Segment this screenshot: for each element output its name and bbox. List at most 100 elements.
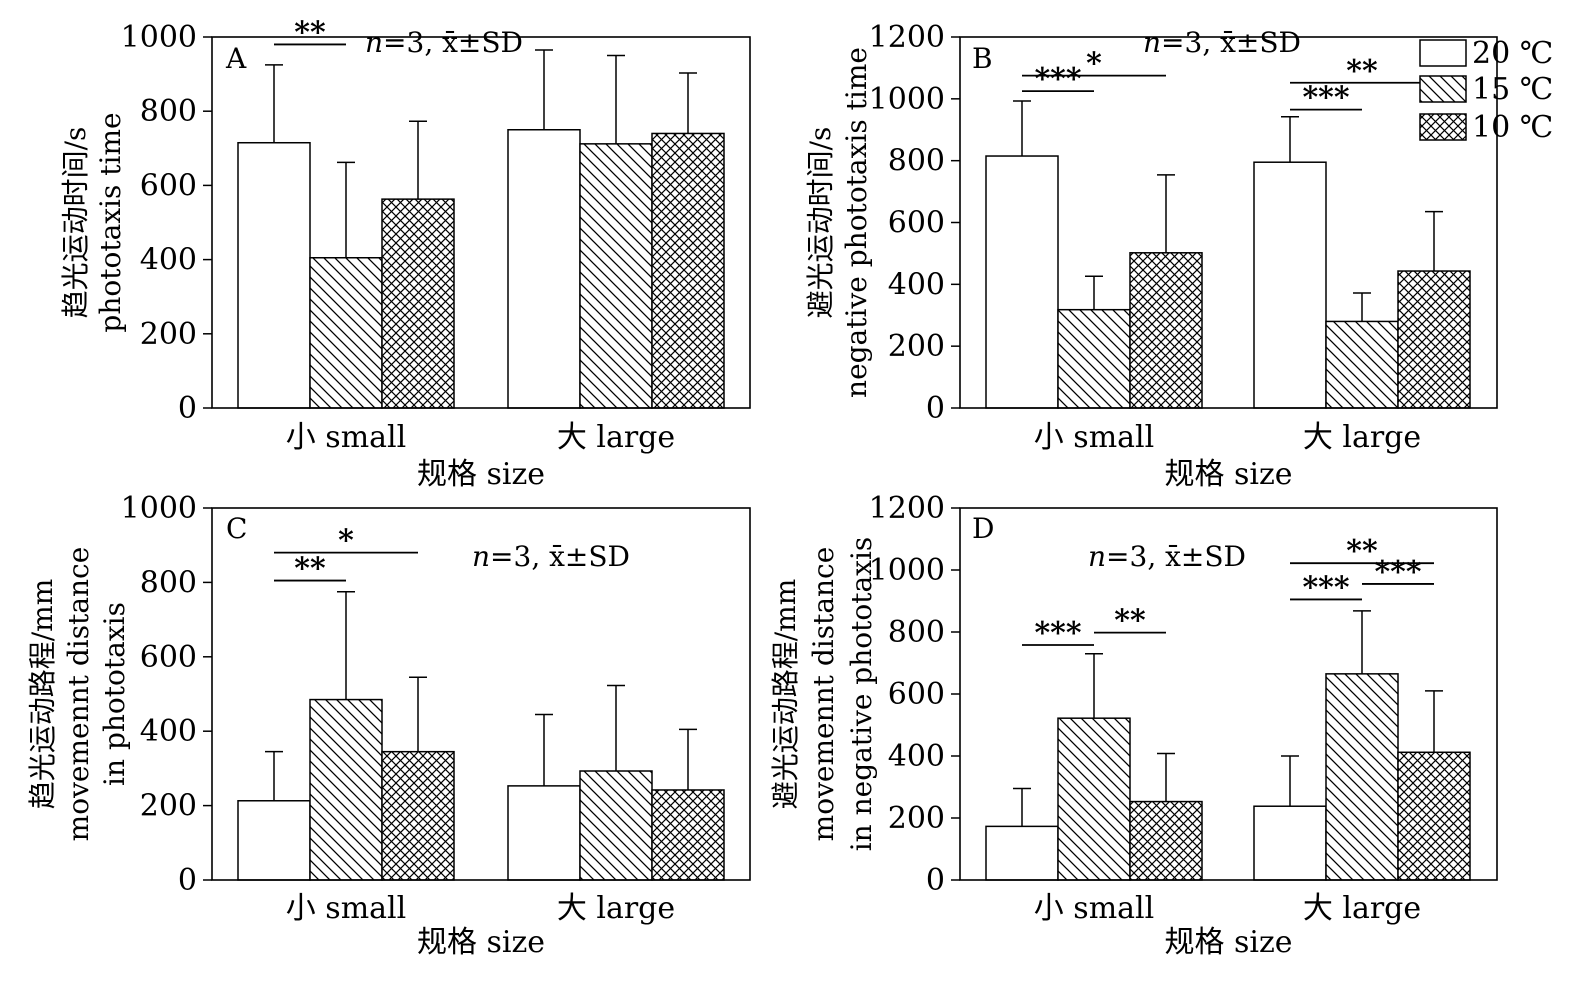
y-tick-label-A-800: 800: [140, 94, 197, 129]
significance-label-D-1: **: [1114, 604, 1146, 639]
significance-label-D-4: **: [1346, 534, 1378, 569]
x-axis-label-D: 规格 size: [1164, 925, 1292, 960]
bar-B-0-10: [1129, 252, 1203, 409]
bar-C-0-10: [381, 750, 455, 881]
stat-note-A: n=3, x̄±SD: [365, 26, 523, 59]
category-label-D-0: 小 small: [1034, 891, 1154, 926]
y-axis-label-D-0: 避光运动路程/mm: [769, 579, 802, 810]
y-tick-label-D-1200: 1200: [869, 491, 945, 526]
legend-label-15: 15 ℃: [1472, 72, 1553, 107]
y-tick-label-C-800: 800: [140, 565, 197, 600]
legend-item-15: 15 ℃: [1419, 72, 1553, 107]
bar-D-0-15: [1057, 717, 1131, 881]
bar-D-1-20: [1253, 805, 1327, 881]
panel-label-B: B: [972, 42, 993, 75]
y-axis-label-C-1: movemennt distance: [62, 547, 95, 842]
y-tick-label-B-1200: 1200: [869, 20, 945, 55]
significance-label-D-0: ***: [1034, 616, 1081, 651]
y-axis-label-A-1: phototaxis time: [94, 112, 127, 332]
y-tick-label-C-600: 600: [140, 640, 197, 675]
x-axis-label-A: 规格 size: [417, 457, 545, 492]
chart-panel-C: 0 200 400 600 800 1000 小 small 大 large 规格 size 趋光…: [26, 491, 751, 960]
y-tick-label-A-0: 0: [178, 391, 197, 426]
bar-A-1-15: [579, 143, 653, 409]
category-label-A-1: 大 large: [557, 420, 675, 455]
legend: 20 ℃ 15 ℃ 10 ℃: [1419, 36, 1553, 145]
y-tick-label-B-200: 200: [888, 329, 945, 364]
bar-D-1-10: [1397, 751, 1471, 881]
bar-A-1-20: [507, 129, 581, 409]
y-axis-label-D-1: movemennt distance: [807, 547, 840, 842]
bar-C-1-10: [651, 789, 725, 881]
chart-panel-A: 0 200 400 600 800 1000 小 small 大 large 规格 size 趋光…: [59, 15, 751, 492]
bar-B-1-10: [1397, 270, 1471, 409]
significance-label-D-2: ***: [1302, 570, 1349, 605]
y-tick-label-C-200: 200: [140, 789, 197, 824]
category-label-A-0: 小 small: [286, 420, 406, 455]
panel-label-D: D: [972, 512, 994, 545]
significance-label-B-2: ***: [1302, 81, 1349, 116]
y-tick-label-A-600: 600: [140, 168, 197, 203]
y-tick-label-D-400: 400: [888, 739, 945, 774]
y-tick-label-D-800: 800: [888, 615, 945, 650]
significance-label-C-0: **: [294, 552, 326, 587]
legend-item-10: 10 ℃: [1419, 110, 1553, 145]
significance-label-A-0: **: [294, 15, 326, 50]
category-label-C-0: 小 small: [286, 891, 406, 926]
y-tick-label-A-1000: 1000: [121, 20, 197, 55]
y-tick-label-B-0: 0: [926, 391, 945, 426]
y-tick-label-C-400: 400: [140, 714, 197, 749]
bar-D-0-10: [1129, 800, 1203, 881]
y-tick-label-A-400: 400: [140, 243, 197, 278]
legend-swatch-15: [1419, 75, 1467, 103]
stat-note-B: n=3, x̄±SD: [1143, 26, 1301, 59]
panel-label-A: A: [225, 42, 247, 75]
y-tick-label-B-600: 600: [888, 206, 945, 241]
stat-note-C: n=3, x̄±SD: [472, 540, 630, 573]
y-tick-label-C-0: 0: [178, 863, 197, 898]
plot-frame-C: [211, 507, 751, 881]
panel-label-C: C: [226, 512, 247, 545]
stat-note-D: n=3, x̄±SD: [1088, 540, 1246, 573]
category-label-B-0: 小 small: [1034, 420, 1154, 455]
y-tick-label-A-200: 200: [140, 317, 197, 352]
y-tick-label-D-1000: 1000: [869, 553, 945, 588]
legend-swatch-10: [1419, 113, 1467, 141]
bar-B-1-15: [1325, 320, 1399, 409]
y-tick-label-C-1000: 1000: [121, 491, 197, 526]
y-axis-label-C-2: in phototaxis: [98, 602, 131, 786]
legend-label-20: 20 ℃: [1472, 36, 1553, 71]
bar-B-0-15: [1057, 308, 1131, 409]
significance-label-B-0: ***: [1034, 62, 1081, 97]
y-tick-label-D-600: 600: [888, 677, 945, 712]
legend-label-10: 10 ℃: [1472, 110, 1553, 145]
bar-A-0-15: [309, 256, 383, 409]
legend-item-20: 20 ℃: [1419, 36, 1553, 71]
y-axis-label-A-0: 趋光运动时间/s: [59, 127, 92, 319]
x-axis-label-C: 规格 size: [417, 925, 545, 960]
bar-A-0-20: [237, 141, 311, 409]
y-axis-label-B-1: negative phototaxis time: [840, 47, 873, 398]
significance-label-B-1: *: [1086, 47, 1102, 82]
chart-panel-B: 0 200 400 600 800 1000 1200 小 small 大 large 规格 si…: [804, 20, 1498, 492]
bar-D-0-20: [985, 825, 1059, 881]
bar-C-1-15: [579, 770, 653, 881]
category-label-B-1: 大 large: [1303, 420, 1421, 455]
bar-A-1-10: [651, 132, 725, 409]
y-axis-label-D-2: in negative phototaxis: [845, 537, 878, 852]
y-tick-label-B-400: 400: [888, 267, 945, 302]
bar-C-0-20: [237, 800, 311, 881]
legend-swatch-20: [1419, 39, 1467, 67]
bar-D-1-15: [1325, 673, 1399, 881]
y-axis-label-B-0: 避光运动时间/s: [804, 127, 837, 319]
category-label-C-1: 大 large: [557, 891, 675, 926]
significance-label-B-3: **: [1346, 54, 1378, 89]
y-axis-label-C-0: 趋光运动路程/mm: [26, 579, 59, 810]
y-tick-label-D-0: 0: [926, 863, 945, 898]
y-tick-label-B-800: 800: [888, 144, 945, 179]
bar-C-1-20: [507, 785, 581, 881]
significance-label-D-3: ***: [1374, 555, 1421, 590]
significance-label-C-1: *: [338, 524, 354, 559]
x-axis-label-B: 规格 size: [1164, 457, 1292, 492]
